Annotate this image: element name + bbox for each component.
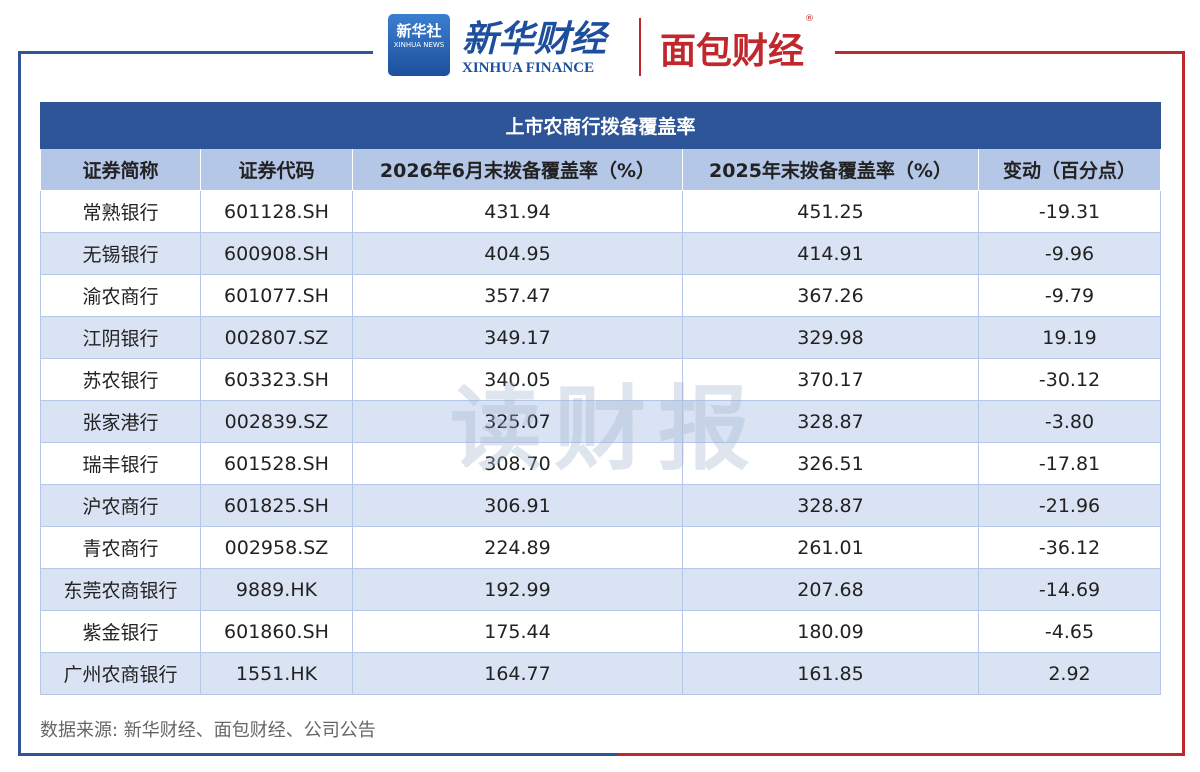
cell: 175.44 bbox=[352, 610, 683, 653]
cell: 180.09 bbox=[682, 610, 979, 653]
cell: 9889.HK bbox=[200, 568, 353, 611]
frame-red-right bbox=[1182, 51, 1185, 756]
cell: -3.80 bbox=[978, 400, 1161, 443]
cell: 沪农商行 bbox=[40, 484, 201, 527]
data-row: 张家港行 002839.SZ 325.07 328.87 -3.80 bbox=[40, 400, 1161, 443]
column-header: 变动（百分点） bbox=[978, 148, 1161, 191]
frame-blue-top bbox=[18, 51, 373, 54]
source: 数据来源: 新华财经、面包财经、公司公告 bbox=[40, 720, 376, 741]
cell: 江阴银行 bbox=[40, 316, 201, 359]
table: 上市农商行拨备覆盖率 证券简称 证券代码 2026年6月末拨备覆盖率（%） 2025年… bbox=[40, 102, 1161, 695]
data-row: 无锡银行 600908.SH 404.95 414.91 -9.96 bbox=[40, 232, 1161, 275]
cell: 601860.SH bbox=[200, 610, 353, 653]
cell: 瑞丰银行 bbox=[40, 442, 201, 485]
cell: -9.96 bbox=[978, 232, 1161, 275]
cell: 广州农商银行 bbox=[40, 652, 201, 695]
cell: 19.19 bbox=[978, 316, 1161, 359]
cell: 渝农商行 bbox=[40, 274, 201, 317]
cell: -17.81 bbox=[978, 442, 1161, 485]
cell: 603323.SH bbox=[200, 358, 353, 401]
cell: -19.31 bbox=[978, 190, 1161, 233]
data-row: 渝农商行 601077.SH 357.47 367.26 -9.79 bbox=[40, 274, 1161, 317]
cell: 张家港行 bbox=[40, 400, 201, 443]
cell: 002839.SZ bbox=[200, 400, 353, 443]
cell: 2.92 bbox=[978, 652, 1161, 695]
divider bbox=[639, 18, 641, 76]
cell: 1551.HK bbox=[200, 652, 353, 695]
cell: 328.87 bbox=[682, 484, 979, 527]
cell: 600908.SH bbox=[200, 232, 353, 275]
cell: 东莞农商银行 bbox=[40, 568, 201, 611]
cell: 紫金银行 bbox=[40, 610, 201, 653]
cell: 002958.SZ bbox=[200, 526, 353, 569]
logo-cn: 新华社 bbox=[396, 22, 442, 40]
cell: 207.68 bbox=[682, 568, 979, 611]
frame-blue-bottom bbox=[18, 753, 618, 756]
registered: ® bbox=[805, 14, 814, 24]
cell: 349.17 bbox=[352, 316, 683, 359]
data-row: 东莞农商银行 9889.HK 192.99 207.68 -14.69 bbox=[40, 568, 1161, 611]
cell: 601077.SH bbox=[200, 274, 353, 317]
data-row: 青农商行 002958.SZ 224.89 261.01 -36.12 bbox=[40, 526, 1161, 569]
cell: 325.07 bbox=[352, 400, 683, 443]
cell: -9.79 bbox=[978, 274, 1161, 317]
cell: 328.87 bbox=[682, 400, 979, 443]
cell: 451.25 bbox=[682, 190, 979, 233]
data-row: 江阴银行 002807.SZ 349.17 329.98 19.19 bbox=[40, 316, 1161, 359]
cell: 苏农银行 bbox=[40, 358, 201, 401]
cell: -14.69 bbox=[978, 568, 1161, 611]
table-title: 上市农商行拨备覆盖率 bbox=[40, 102, 1161, 149]
cell: -36.12 bbox=[978, 526, 1161, 569]
cell: -4.65 bbox=[978, 610, 1161, 653]
cell: 601528.SH bbox=[200, 442, 353, 485]
cell: 404.95 bbox=[352, 232, 683, 275]
column-header: 证券简称 bbox=[40, 148, 201, 191]
cell: -21.96 bbox=[978, 484, 1161, 527]
data-row: 紫金银行 601860.SH 175.44 180.09 -4.65 bbox=[40, 610, 1161, 653]
data-row: 广州农商银行 1551.HK 164.77 161.85 2.92 bbox=[40, 652, 1161, 695]
watermark: 读财报 bbox=[450, 376, 763, 483]
cell: 308.70 bbox=[352, 442, 683, 485]
cell: 常熟银行 bbox=[40, 190, 201, 233]
column-header: 证券代码 bbox=[200, 148, 353, 191]
cell: 306.91 bbox=[352, 484, 683, 527]
cell: 224.89 bbox=[352, 526, 683, 569]
cell: 002807.SZ bbox=[200, 316, 353, 359]
brand-en: XINHUA FINANCE bbox=[462, 60, 595, 76]
data-row: 沪农商行 601825.SH 306.91 328.87 -21.96 bbox=[40, 484, 1161, 527]
partner: 面包财经 bbox=[660, 31, 805, 72]
cell: 431.94 bbox=[352, 190, 683, 233]
title-row: 上市农商行拨备覆盖率 bbox=[40, 102, 1161, 149]
data-row: 常熟银行 601128.SH 431.94 451.25 -19.31 bbox=[40, 190, 1161, 233]
cell: 161.85 bbox=[682, 652, 979, 695]
cell: 164.77 bbox=[352, 652, 683, 695]
cell: 367.26 bbox=[682, 274, 979, 317]
brand-cn: 新华财经 bbox=[462, 18, 607, 60]
frame-red-top bbox=[835, 51, 1185, 54]
logo-box: 新华社 XINHUA NEWS bbox=[388, 14, 450, 76]
logo-en: XINHUA NEWS bbox=[393, 41, 445, 49]
cell: 601825.SH bbox=[200, 484, 353, 527]
cell: 青农商行 bbox=[40, 526, 201, 569]
frame-blue-left bbox=[18, 51, 21, 756]
header-row: 证券简称 证券代码 2026年6月末拨备覆盖率（%） 2025年末拨备覆盖率（%） 变动… bbox=[40, 148, 1161, 191]
cell: 261.01 bbox=[682, 526, 979, 569]
cell: 329.98 bbox=[682, 316, 979, 359]
cell: 无锡银行 bbox=[40, 232, 201, 275]
cell: 414.91 bbox=[682, 232, 979, 275]
cell: -30.12 bbox=[978, 358, 1161, 401]
cell: 370.17 bbox=[682, 358, 979, 401]
frame-red-bottom bbox=[618, 753, 1185, 756]
cell: 192.99 bbox=[352, 568, 683, 611]
column-header: 2025年末拨备覆盖率（%） bbox=[682, 148, 979, 191]
cell: 601128.SH bbox=[200, 190, 353, 233]
column-header: 2026年6月末拨备覆盖率（%） bbox=[352, 148, 683, 191]
cell: 357.47 bbox=[352, 274, 683, 317]
